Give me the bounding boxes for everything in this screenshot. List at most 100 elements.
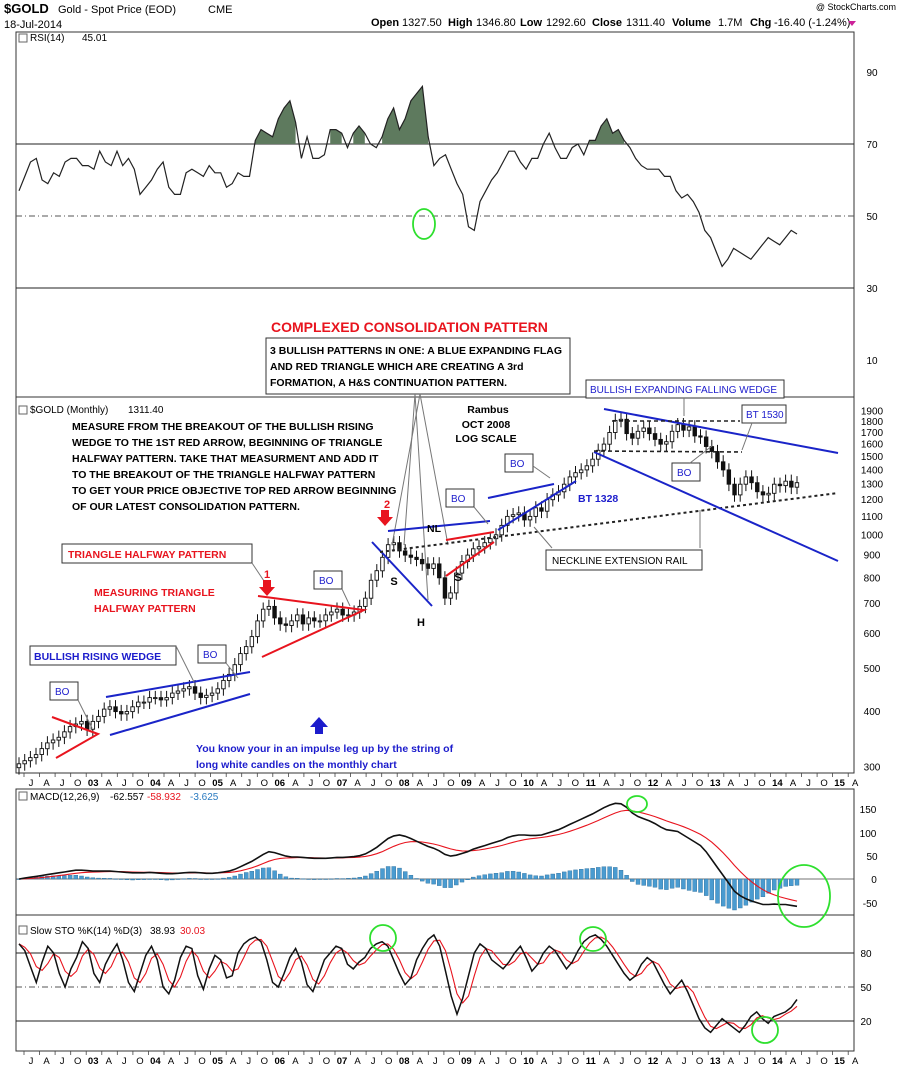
rsi-overbought-fill xyxy=(255,86,625,144)
macd-hist-bar xyxy=(488,873,493,880)
candle-body xyxy=(613,419,618,433)
candle-body xyxy=(119,711,124,715)
macd-hist-bar xyxy=(647,878,652,887)
macd-hist-bar xyxy=(618,870,624,880)
macd-hist-bar xyxy=(476,875,482,880)
x-tick-label: A xyxy=(43,1056,50,1067)
candle-body xyxy=(198,692,203,698)
consolidation-annotation: COMPLEXED CONSOLIDATION PATTERN 3 BULLIS… xyxy=(265,319,571,395)
candle-body xyxy=(664,441,669,445)
macd-hist-bar xyxy=(522,873,527,880)
neckline-extension-rail xyxy=(379,492,839,553)
candle-body xyxy=(79,720,84,725)
x-tick-label: A xyxy=(292,1056,299,1067)
candle-body xyxy=(113,706,118,713)
candle-body xyxy=(283,623,289,626)
candle-body xyxy=(794,482,800,488)
measure-note-4: TO THE BREAKOUT OF THE TRIANGLE HALFWAY … xyxy=(72,469,375,481)
macd-hist-bar xyxy=(340,878,345,880)
candle-body xyxy=(527,515,533,521)
price-tick-label: 1400 xyxy=(861,465,884,476)
neckline-label: NECKLINE EXTENSION RAIL xyxy=(552,556,688,567)
candle-body xyxy=(431,563,436,569)
x-tick-label: A xyxy=(665,778,672,789)
macd-hist-bar xyxy=(732,878,737,911)
candle-body xyxy=(749,476,754,484)
x-tick-label: A xyxy=(106,778,113,789)
measuring-triangle-label-1: MEASURING TRIANGLE xyxy=(94,587,215,599)
candle-body xyxy=(317,620,323,623)
x-tick-label: O xyxy=(820,1056,827,1067)
volume-label: Volume xyxy=(672,17,711,29)
macd-hist-bar xyxy=(153,878,158,880)
candle-body xyxy=(573,472,578,478)
candle-body xyxy=(175,690,181,694)
x-tick-label: J xyxy=(122,1056,127,1067)
x-tick-label: 14 xyxy=(772,1056,783,1067)
macd-hist-bar xyxy=(448,878,453,888)
price-panel: $GOLD (Monthly) 1311.40 1900180017001600… xyxy=(16,379,884,775)
candle-body xyxy=(312,617,317,622)
bt-1530-box xyxy=(741,404,787,424)
x-tick-label: 12 xyxy=(648,1056,659,1067)
candle-body xyxy=(266,605,272,610)
macd-hist-bar xyxy=(380,868,385,880)
macd-hist-bar xyxy=(249,871,255,880)
x-tick-label: A xyxy=(417,1056,424,1067)
x-tick-label: J xyxy=(29,1056,34,1067)
svg-text:BO: BO xyxy=(677,468,692,479)
svg-text:BO: BO xyxy=(319,576,334,587)
x-tick-label: A xyxy=(168,778,175,789)
price-tick-label: 300 xyxy=(864,763,881,774)
x-tick-label: 05 xyxy=(212,778,223,789)
x-tick-label: 03 xyxy=(88,1056,99,1067)
candle-body xyxy=(260,608,266,622)
bo-box-3: BO xyxy=(313,570,351,607)
macd-hist-bar xyxy=(300,878,306,880)
bo-wedge-2011-upper xyxy=(487,483,555,499)
x-tick-label: O xyxy=(634,1056,641,1067)
candle-body xyxy=(669,430,675,443)
rsi-overbought-area xyxy=(589,118,625,144)
macd-legend-signal: -58.932 xyxy=(147,792,181,803)
candle-body xyxy=(459,561,465,574)
x-tick-label: A xyxy=(603,1056,610,1067)
x-tick-label: O xyxy=(572,1056,579,1067)
macd-hist-bar xyxy=(704,878,709,896)
x-tick-label: A xyxy=(852,778,859,789)
measure-note-2: WEDGE TO THE 1ST RED ARROW, BEGINNING OF… xyxy=(72,437,382,449)
candle-body xyxy=(755,482,760,493)
candle-body xyxy=(124,711,130,715)
dropdown-arrow-icon[interactable] xyxy=(848,21,856,26)
macd-hist-bar xyxy=(544,874,550,880)
macd-hist-bar xyxy=(442,878,448,888)
price-tick-label: 1100 xyxy=(861,512,883,523)
bo-box-4: BO xyxy=(445,488,489,525)
candle-body xyxy=(482,542,487,548)
macd-hist-bar xyxy=(215,878,221,880)
falling-wedge-label: BULLISH EXPANDING FALLING WEDGE xyxy=(590,385,777,396)
sto-green-circle-2 xyxy=(579,926,607,952)
rsi-legend-value: 45.01 xyxy=(82,33,107,44)
x-tick-label: O xyxy=(261,778,268,789)
macd-hist-bar xyxy=(164,878,169,881)
volume-value: 1.7M xyxy=(718,17,742,29)
macd-hist-bar xyxy=(136,878,141,881)
x-tick-label: 04 xyxy=(150,1056,161,1067)
sto-legend-d: 30.03 xyxy=(180,926,205,937)
candle-body xyxy=(289,620,294,626)
exchange-label: CME xyxy=(208,4,232,16)
x-tick-label: O xyxy=(198,1056,205,1067)
x-tick-label: J xyxy=(433,1056,438,1067)
candle-body xyxy=(96,715,101,722)
candle-body xyxy=(45,742,50,750)
svg-text:2: 2 xyxy=(384,499,390,511)
macd-hist-bar xyxy=(238,873,243,880)
price-tick-label: 900 xyxy=(864,551,881,562)
rsi-overbought-area xyxy=(255,100,296,144)
x-tick-label: O xyxy=(323,778,330,789)
candle-body xyxy=(170,692,175,698)
candle-body xyxy=(783,480,788,487)
candle-body xyxy=(300,614,306,625)
candle-body xyxy=(50,739,56,744)
